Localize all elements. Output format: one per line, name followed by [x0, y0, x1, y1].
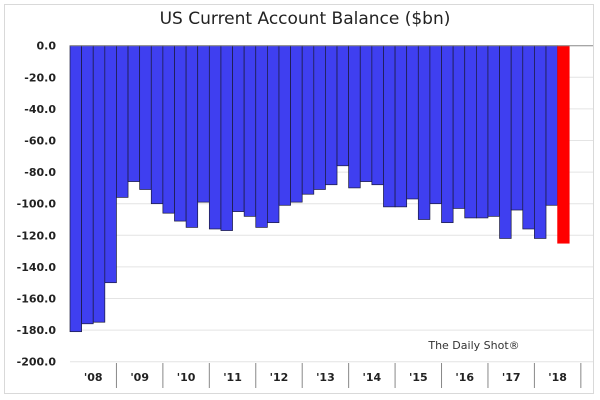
bar: [278, 45, 291, 206]
bar: [359, 45, 373, 182]
y-tick-label: -60.0: [24, 135, 56, 148]
bar: [220, 45, 233, 231]
bar: [441, 45, 454, 224]
bar: [162, 45, 175, 214]
bar: [429, 45, 442, 205]
bar: [452, 45, 466, 209]
bar: [174, 45, 187, 222]
bar: [69, 45, 82, 333]
y-tick-label: -140.0: [17, 261, 57, 274]
bar: [313, 45, 326, 190]
bar: [116, 45, 129, 198]
watermark-annotation: The Daily Shot®: [427, 339, 519, 352]
bar: [127, 45, 141, 182]
bar: [290, 45, 303, 203]
y-tick-label: 0.0: [37, 40, 57, 53]
bar: [255, 45, 268, 228]
bar: [197, 45, 210, 203]
x-tick-label: '12: [270, 371, 289, 384]
x-tick-label: '10: [177, 371, 196, 384]
chart-title: US Current Account Balance ($bn): [160, 9, 451, 29]
bar: [383, 45, 396, 208]
bar: [487, 45, 500, 217]
bar: [92, 45, 106, 323]
bar: [81, 45, 94, 325]
bar: [150, 45, 164, 205]
bar: [476, 45, 489, 219]
y-tick-label: -80.0: [24, 166, 56, 179]
x-tick-label: '16: [455, 371, 474, 384]
bar: [545, 45, 558, 206]
bar: [534, 45, 547, 239]
highlighted-bar: [557, 45, 570, 244]
bar: [336, 45, 349, 167]
bar: [417, 45, 431, 220]
y-tick-label: -20.0: [24, 71, 56, 84]
x-tick-label: '09: [130, 371, 149, 384]
y-tick-label: -100.0: [17, 198, 57, 211]
x-tick-label: '15: [409, 371, 428, 384]
bar: [267, 45, 280, 224]
bar: [301, 45, 315, 195]
y-tick-label: -180.0: [17, 324, 57, 337]
bar: [104, 45, 117, 284]
bar: [185, 45, 199, 228]
bar: [499, 45, 512, 239]
y-tick-label: -120.0: [17, 229, 57, 242]
bar: [394, 45, 408, 208]
y-tick-label: -160.0: [17, 293, 57, 306]
y-tick-label: -40.0: [24, 103, 56, 116]
bar: [371, 45, 384, 186]
x-tick-label: '13: [316, 371, 335, 384]
x-tick-label: '08: [84, 371, 103, 384]
x-tick-label: '14: [363, 371, 382, 384]
bar: [522, 45, 535, 230]
bar: [243, 45, 257, 217]
bar: [348, 45, 361, 189]
bar: [325, 45, 338, 186]
bar: [208, 45, 222, 230]
x-tick-label: '18: [548, 371, 567, 384]
bar: [510, 45, 524, 211]
bar: [464, 45, 477, 219]
chart-frame: [4, 4, 594, 394]
bar: [139, 45, 152, 190]
bar: [406, 45, 419, 200]
y-tick-label: -200.0: [17, 356, 57, 369]
bar: [232, 45, 245, 212]
x-tick-label: '17: [502, 371, 521, 384]
x-tick-label: '11: [223, 371, 242, 384]
